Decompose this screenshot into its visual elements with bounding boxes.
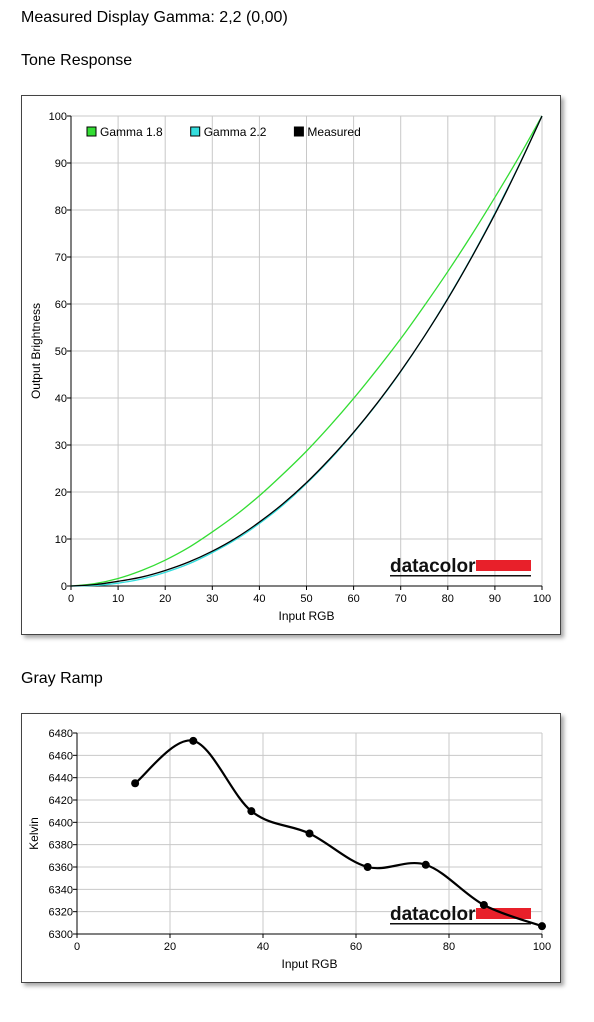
tone-legend-label-gamma-2-2: Gamma 2.2: [204, 125, 267, 139]
gray-y-tick-label: 6360: [49, 862, 73, 874]
tone-y-tick-label: 100: [49, 111, 67, 123]
gray-y-tick-label: 6440: [49, 773, 73, 785]
tone-x-tick-label: 10: [112, 593, 124, 605]
tone-y-axis-title: Output Brightness: [29, 303, 43, 399]
gray-y-axis-title: Kelvin: [27, 817, 41, 850]
gray-x-tick-label: 40: [257, 941, 269, 953]
tone-legend-label-gamma-1-8: Gamma 1.8: [100, 125, 163, 139]
tone-x-tick-label: 40: [253, 593, 265, 605]
tone-y-tick-label: 70: [55, 252, 67, 264]
gray-data-point: [305, 829, 314, 838]
gray-ramp-panel: 0 20 40 60 80 100 6300 6320 6340 6360 6380 6400 6420…: [21, 713, 561, 983]
gray-ramp-heading: Gray Ramp: [21, 670, 103, 687]
gray-data-point: [538, 922, 546, 931]
gray-brand-logo: datacolor: [390, 904, 476, 925]
gray-y-tick-label: 6480: [49, 728, 73, 740]
tone-y-tick-label: 60: [55, 299, 67, 311]
tone-y-tick-label: 10: [55, 534, 67, 546]
page-title: Measured Display Gamma: 2,2 (0,00): [21, 9, 288, 26]
tone-y-tick-label: 90: [55, 158, 67, 170]
tone-x-axis-title: Input RGB: [278, 609, 334, 623]
gray-data-point: [363, 863, 372, 871]
gray-y-tick-label: 6380: [49, 840, 73, 852]
gray-data-point: [247, 807, 256, 816]
tone-x-tick-label: 60: [347, 593, 359, 605]
gray-brand-underline: [390, 923, 531, 925]
gray-data-point: [189, 736, 198, 745]
tone-gamma-1-8-line: [70, 115, 543, 587]
tone-legend-swatch-gamma-2-2: [190, 126, 201, 137]
tone-measured-line: [70, 115, 543, 587]
tone-brand-logo: datacolor: [390, 556, 476, 577]
tone-legend-swatch-gamma-1-8: [86, 126, 97, 137]
tone-y-tick-label: 40: [55, 393, 67, 405]
gray-y-tick-label: 6420: [49, 795, 73, 807]
gray-x-tick-label: 20: [164, 941, 176, 953]
gray-y-tick-label: 6340: [49, 884, 73, 896]
tone-x-tick-label: 20: [159, 593, 171, 605]
gray-x-tick-label: 80: [443, 941, 455, 953]
gray-y-tick-label: 6320: [49, 907, 73, 919]
tone-x-tick-label: 70: [395, 593, 407, 605]
tone-brand-bar: [476, 560, 531, 571]
tone-response-chart: 0 10 20 30 40 50 60 70 80 90 100 0 10 20 30 40 50 60 70 80 9…: [29, 111, 551, 623]
gray-x-tick-label: 0: [74, 941, 80, 953]
gray-x-tick-label: 100: [533, 941, 551, 953]
tone-y-tick-label: 30: [55, 440, 67, 452]
tone-x-tick-label: 30: [206, 593, 218, 605]
tone-y-tick-label: 0: [61, 581, 67, 593]
tone-y-tick-label: 20: [55, 487, 67, 499]
gray-x-tick-label: 60: [350, 941, 362, 953]
tone-y-tick-label: 80: [55, 205, 67, 217]
gray-data-point: [479, 900, 488, 909]
gray-y-tick-label: 6300: [49, 929, 73, 941]
gray-data-point: [421, 860, 430, 869]
tone-x-tick-label: 50: [300, 593, 312, 605]
tone-x-tick-label: 90: [489, 593, 501, 605]
gray-ramp-chart: 0 20 40 60 80 100 6300 6320 6340 6360 6380 6400 6420…: [27, 728, 551, 971]
tone-x-tick-label: 80: [442, 593, 454, 605]
gray-y-tick-label: 6460: [49, 750, 73, 762]
gray-y-tick-label: 6400: [49, 817, 73, 829]
tone-x-tick-label: 100: [533, 593, 551, 605]
gray-data-point: [131, 779, 140, 788]
tone-legend-swatch-measured: [293, 126, 304, 137]
tone-x-tick-label: 0: [68, 593, 74, 605]
tone-response-heading: Tone Response: [21, 52, 133, 69]
tone-brand-underline: [390, 575, 531, 577]
tone-response-panel: 0 10 20 30 40 50 60 70 80 90 100 0 10 20 30 40 50 60 70 80 9…: [21, 95, 561, 635]
gray-x-axis-title: Input RGB: [281, 957, 337, 971]
tone-y-tick-label: 50: [55, 346, 67, 358]
tone-legend-label-measured: Measured: [307, 125, 360, 139]
